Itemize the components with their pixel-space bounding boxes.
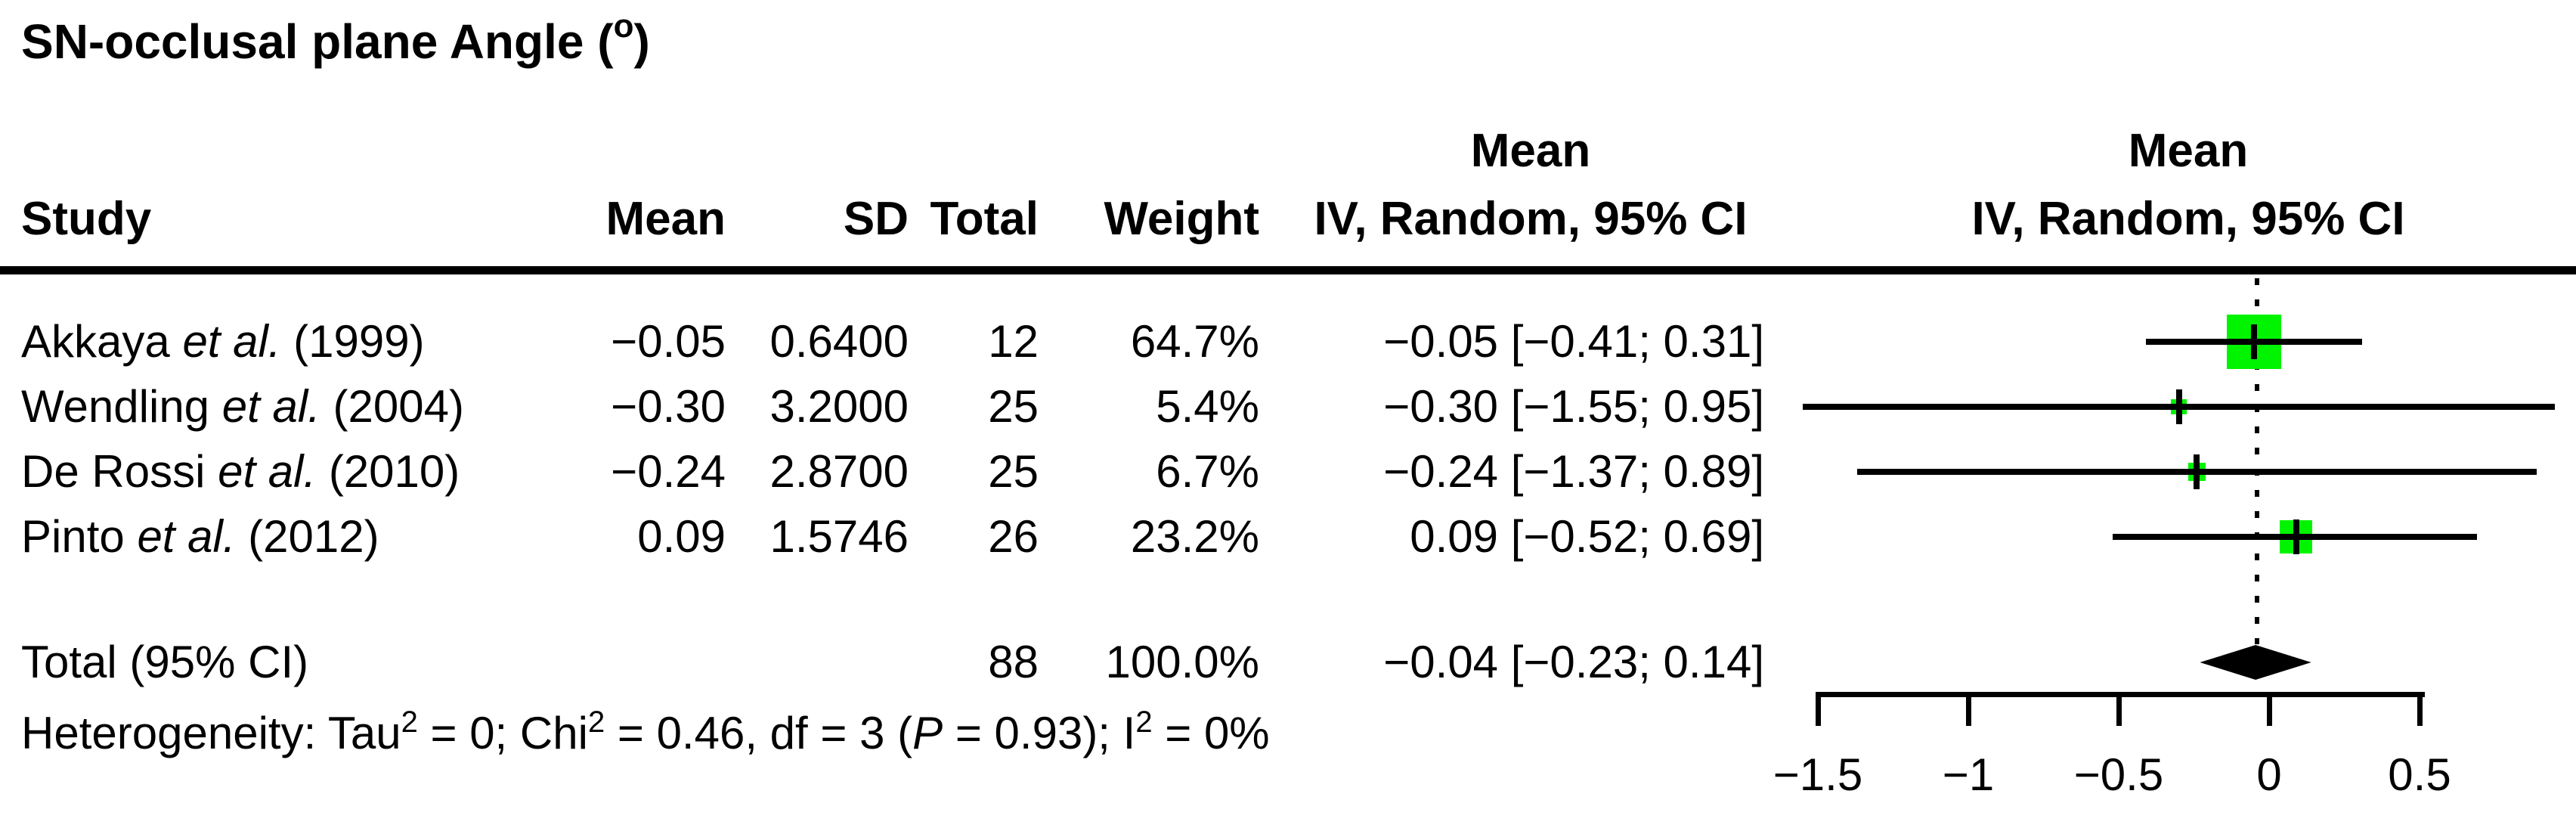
x-axis-tick: [2266, 692, 2272, 726]
header-plot-line1: Mean: [2128, 125, 2249, 177]
x-axis-tick-label: −0.5: [2073, 749, 2164, 800]
x-axis-tick-label: −1.5: [1773, 749, 1863, 800]
heterogeneity-row: Heterogeneity: Tau2 = 0; Chi2 = 0.46, df…: [0, 690, 2576, 758]
study-label: Pinto et al. (2012): [21, 511, 379, 562]
weight-value: 64.7%: [1130, 316, 1259, 367]
mean-tick-mark: [2251, 324, 2258, 359]
overall-diamond: [2200, 645, 2311, 680]
x-axis-tick: [1815, 692, 1821, 726]
total-label: Total (95% CI): [21, 637, 309, 687]
total-n: 88: [988, 637, 1039, 687]
sd-value: 2.8700: [769, 446, 909, 497]
heterogeneity-segment: = 0; Chi: [417, 708, 588, 758]
total-ci-text: −0.04 [−0.23; 0.14]: [1383, 637, 1764, 687]
et-al-italic: et al.: [137, 511, 236, 562]
mean-value: 0.09: [637, 511, 726, 562]
title-text: SN-occlusal plane Angle (: [21, 14, 614, 69]
sd-value: 1.5746: [769, 511, 909, 562]
figure-title: SN-occlusal plane Angle (o): [21, 8, 650, 70]
weight-value: 23.2%: [1130, 511, 1259, 562]
et-al-italic: et al.: [221, 381, 320, 432]
study-label: Wendling et al. (2004): [21, 381, 464, 432]
x-axis-tick-label: 0.5: [2388, 749, 2451, 800]
header-plot-column: Mean IV, Random, 95% CI: [1905, 117, 2472, 253]
x-axis-line: [1818, 692, 2425, 697]
header-effect-line1: Mean: [1470, 125, 1591, 177]
mean-tick-mark: [2293, 519, 2299, 554]
table-row: Wendling et al. (2004) −0.30 3.2000 25 5.4% −…: [0, 374, 2576, 439]
heterogeneity-segment: = 0.93); I: [943, 708, 1136, 758]
sd-value: 0.6400: [769, 316, 909, 367]
header-sd: SD: [843, 193, 909, 245]
title-close-paren: ): [633, 14, 650, 69]
header-effect-column: Mean IV, Random, 95% CI: [1285, 117, 1776, 253]
ci-text: −0.30 [−1.55; 0.95]: [1383, 381, 1764, 432]
superscript-2: 2: [401, 705, 418, 739]
total-value: 12: [988, 316, 1039, 367]
header-weight: Weight: [1104, 193, 1260, 245]
heterogeneity-segment: Heterogeneity: Tau: [21, 708, 401, 758]
overall-estimate-dotted-line: [2255, 278, 2260, 644]
heterogeneity-text: Heterogeneity: Tau2 = 0; Chi2 = 0.46, df…: [21, 690, 1270, 766]
header-effect-line2: IV, Random, 95% CI: [1314, 193, 1748, 245]
total-row: Total (95% CI) 88 100.0% −0.04 [−0.23; 0…: [0, 630, 2576, 695]
superscript-2: 2: [587, 705, 605, 739]
total-value: 25: [988, 446, 1039, 497]
mean-value: −0.30: [611, 381, 726, 432]
table-row: De Rossi et al. (2010) −0.24 2.8700 25 6.7% −…: [0, 439, 2576, 504]
heterogeneity-segment: = 0.46, df = 3 (: [605, 708, 913, 758]
study-label: De Rossi et al. (2010): [21, 446, 460, 497]
x-axis-tick-label: 0: [2256, 749, 2282, 800]
table-row: Pinto et al. (2012) 0.09 1.5746 26 23.2% 0.09…: [0, 504, 2576, 569]
header-plot-line2: IV, Random, 95% CI: [1971, 193, 2405, 245]
table-row: Akkaya et al. (1999) −0.05 0.6400 12 64.7% −0…: [0, 309, 2576, 374]
mean-value: −0.24: [611, 446, 726, 497]
weight-value: 6.7%: [1156, 446, 1259, 497]
et-al-italic: et al.: [182, 316, 281, 367]
x-axis-tick: [1965, 692, 1971, 726]
mean-value: −0.05: [611, 316, 726, 367]
total-value: 25: [988, 381, 1039, 432]
mean-tick-mark: [2194, 454, 2200, 489]
x-axis-tick-label: −1: [1942, 749, 1995, 800]
heterogeneity-segment: = 0%: [1152, 708, 1270, 758]
total-weight: 100.0%: [1105, 637, 1260, 687]
weight-value: 5.4%: [1156, 381, 1259, 432]
sd-value: 3.2000: [769, 381, 909, 432]
et-al-italic: et al.: [218, 446, 317, 497]
ci-text: −0.24 [−1.37; 0.89]: [1383, 446, 1764, 497]
header-rule: [0, 266, 2576, 274]
x-axis-tick: [2417, 692, 2423, 726]
header-study: Study: [21, 193, 152, 245]
p-value-symbol: P: [912, 708, 943, 758]
superscript-2: 2: [1135, 705, 1153, 739]
header-total: Total: [930, 193, 1039, 245]
x-axis-tick: [2116, 692, 2122, 726]
degree-superscript: o: [613, 8, 634, 45]
ci-text: 0.09 [−0.52; 0.69]: [1410, 511, 1764, 562]
ci-text: −0.05 [−0.41; 0.31]: [1383, 316, 1764, 367]
header-mean: Mean: [605, 193, 726, 245]
study-label: Akkaya et al. (1999): [21, 316, 425, 367]
mean-tick-mark: [2175, 389, 2182, 424]
total-value: 26: [988, 511, 1039, 562]
